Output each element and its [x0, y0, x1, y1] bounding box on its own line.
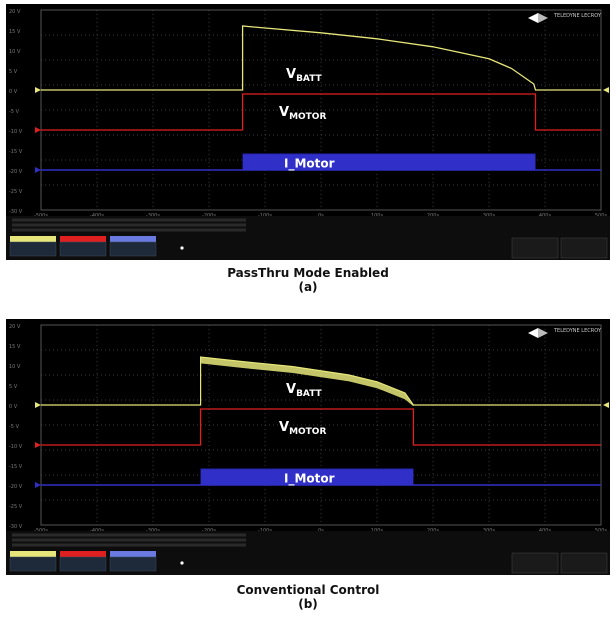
caption-sublabel-a: (a) — [298, 280, 318, 294]
logo-mark-icon — [538, 13, 548, 23]
logo-text: TELEDYNE LECROY — [553, 328, 602, 334]
y-tick-label: 5 V — [9, 69, 18, 75]
y-tick-label: 0 V — [9, 404, 18, 410]
imotor-pulse — [242, 154, 536, 170]
channel-descriptor-box — [109, 556, 157, 572]
figure-caption-b: Conventional Control (b) — [0, 583, 616, 611]
vbatt-label: VBATT — [286, 382, 323, 399]
traces-b — [41, 356, 601, 486]
teledyne-logo: TELEDYNE LECROY — [528, 13, 602, 23]
channel-marker — [35, 167, 41, 173]
channel-descriptor-header — [110, 551, 156, 557]
logo-mark-icon — [538, 328, 548, 338]
channel-marker — [35, 87, 41, 93]
channel-descriptor-box — [59, 241, 107, 257]
teledyne-logo: TELEDYNE LECROY — [528, 328, 602, 338]
measurement-panel — [6, 216, 610, 260]
y-tick-label: -25 V — [9, 504, 23, 510]
caption-sublabel-b: (b) — [298, 597, 318, 611]
plot-frame — [40, 324, 602, 526]
y-tick-label: -30 V — [9, 209, 23, 215]
y-tick-label: -30 V — [9, 524, 23, 530]
panel-background — [6, 531, 610, 575]
channel-descriptor-box — [9, 241, 57, 257]
y-tick-label: -15 V — [9, 464, 23, 470]
vmotor-trace — [41, 93, 601, 131]
logo-mark-icon — [528, 328, 538, 338]
logo-mark-icon — [528, 13, 538, 23]
y-tick-label: -5 V — [9, 424, 20, 430]
channel-descriptor-box — [59, 556, 107, 572]
measurement-panel — [6, 531, 610, 575]
channel-descriptor-header — [60, 236, 106, 242]
caption-title-b: Conventional Control — [236, 583, 380, 597]
imotor-pulse — [200, 469, 414, 485]
y-tick-label: -15 V — [9, 149, 23, 155]
panel-background — [6, 216, 610, 260]
y-tick-label: 0 V — [9, 89, 18, 95]
channel-descriptor-header — [110, 236, 156, 242]
y-tick-label: 15 V — [9, 344, 21, 350]
traces-a — [41, 25, 601, 171]
timebase-box — [511, 237, 559, 259]
vbatt-label: VBATT — [286, 67, 323, 84]
channel-descriptor-header — [10, 551, 56, 557]
channel-marker — [35, 127, 41, 133]
timebase-box — [511, 552, 559, 574]
channel-descriptor-header — [60, 551, 106, 557]
oscilloscope-plot-b: 20 V 15 V 10 V 5 V 0 V -5 V -10 V -15 V -20 V -25… — [6, 324, 610, 575]
vmotor-label: VMOTOR — [279, 420, 326, 437]
channel-marker — [35, 402, 41, 408]
oscilloscope-plot-a: 20 V 15 V 10 V 5 V 0 V -5 V -10 V -15 V -20 V -25… — [6, 9, 610, 260]
imotor-label: I_Motor — [284, 472, 335, 487]
y-tick-label: 10 V — [9, 49, 21, 55]
y-tick-label: -20 V — [9, 169, 23, 175]
vbatt-trace — [41, 356, 601, 406]
graticule-a — [40, 9, 602, 211]
y-tick-label: -20 V — [9, 484, 23, 490]
y-tick-label: -25 V — [9, 189, 23, 195]
add-icon — [180, 561, 184, 565]
channel-descriptor-header — [10, 236, 56, 242]
vmotor-label: VMOTOR — [279, 105, 326, 122]
graticule-b — [40, 324, 602, 526]
trigger-marker — [603, 87, 609, 93]
add-icon — [180, 246, 184, 250]
trigger-box — [560, 237, 608, 259]
vbatt-trace — [41, 25, 601, 91]
y-tick-label: 5 V — [9, 384, 18, 390]
vbatt-noise-band — [200, 357, 414, 407]
y-tick-label: -10 V — [9, 444, 23, 450]
channel-descriptor-box — [9, 556, 57, 572]
logo-text: TELEDYNE LECROY — [553, 13, 602, 19]
scope-screen-b: 20 V 15 V 10 V 5 V 0 V -5 V -10 V -15 V -20 V -25… — [6, 319, 610, 575]
caption-title-a: PassThru Mode Enabled — [227, 266, 389, 280]
trigger-box — [560, 552, 608, 574]
scope-screen-a: 20 V 15 V 10 V 5 V 0 V -5 V -10 V -15 V -20 V -25… — [6, 4, 610, 260]
y-tick-label: 15 V — [9, 29, 21, 35]
y-tick-label: 10 V — [9, 364, 21, 370]
imotor-label: I_Motor — [284, 157, 335, 172]
y-tick-label: -10 V — [9, 129, 23, 135]
plot-frame — [40, 9, 602, 211]
y-tick-label: 20 V — [9, 9, 21, 15]
vmotor-trace — [41, 408, 601, 446]
y-tick-label: 20 V — [9, 324, 21, 330]
trigger-marker — [603, 402, 609, 408]
figure-caption-a: PassThru Mode Enabled (a) — [0, 266, 616, 294]
y-tick-label: -5 V — [9, 109, 20, 115]
channel-marker — [35, 482, 41, 488]
channel-marker — [35, 442, 41, 448]
channel-descriptor-box — [109, 241, 157, 257]
